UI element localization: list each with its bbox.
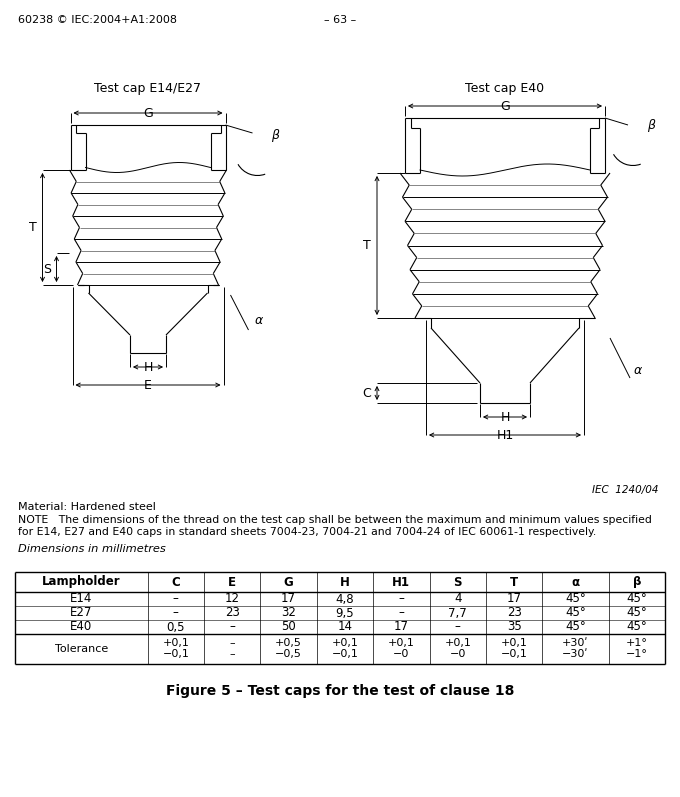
Text: +0,5: +0,5 <box>275 638 302 648</box>
Text: –: – <box>398 607 405 619</box>
Text: −0,5: −0,5 <box>275 649 302 659</box>
Text: β: β <box>632 575 641 588</box>
Text: Material: Hardened steel: Material: Hardened steel <box>18 502 156 512</box>
Text: 9,5: 9,5 <box>336 607 354 619</box>
Text: –: – <box>229 638 235 648</box>
Text: –: – <box>173 592 179 606</box>
Text: E14: E14 <box>70 592 92 606</box>
Text: –: – <box>455 621 460 634</box>
Text: H1: H1 <box>496 429 513 442</box>
Text: G: G <box>143 107 153 120</box>
Text: 0,5: 0,5 <box>167 621 185 634</box>
Text: H: H <box>500 410 510 423</box>
Text: β: β <box>647 119 655 132</box>
Text: −30ʹ: −30ʹ <box>562 649 589 659</box>
Text: –: – <box>229 649 235 659</box>
Text: Lampholder: Lampholder <box>42 575 120 588</box>
Text: C: C <box>362 387 371 399</box>
Text: −0: −0 <box>393 649 409 659</box>
Text: 35: 35 <box>507 621 522 634</box>
Text: 4,8: 4,8 <box>336 592 354 606</box>
Text: 7,7: 7,7 <box>448 607 467 619</box>
Text: β: β <box>271 128 279 142</box>
Text: 23: 23 <box>225 607 239 619</box>
Text: 45°: 45° <box>565 607 586 619</box>
Text: +30ʹ: +30ʹ <box>562 638 589 648</box>
Text: 45°: 45° <box>565 592 586 606</box>
Text: C: C <box>171 575 180 588</box>
Text: –: – <box>173 607 179 619</box>
Text: NOTE   The dimensions of the thread on the test cap shall be between the maximum: NOTE The dimensions of the thread on the… <box>18 515 652 525</box>
Text: −0,1: −0,1 <box>332 649 358 659</box>
Text: 23: 23 <box>507 607 522 619</box>
Text: for E14, E27 and E40 caps in standard sheets 7004-23, 7004-21 and 7004-24 of IEC: for E14, E27 and E40 caps in standard sh… <box>18 527 596 537</box>
Text: E: E <box>228 575 236 588</box>
Text: E: E <box>144 379 152 391</box>
Text: +1°: +1° <box>626 638 648 648</box>
Text: H: H <box>340 575 350 588</box>
Text: Figure 5 – Test caps for the test of clause 18: Figure 5 – Test caps for the test of cla… <box>166 684 514 698</box>
Text: +0,1: +0,1 <box>444 638 471 648</box>
Text: H: H <box>143 360 153 374</box>
Text: –: – <box>229 621 235 634</box>
Text: S: S <box>454 575 462 588</box>
Text: +0,1: +0,1 <box>163 638 189 648</box>
Text: 4: 4 <box>454 592 462 606</box>
Text: 60238 © IEC:2004+A1:2008: 60238 © IEC:2004+A1:2008 <box>18 15 177 25</box>
Text: α: α <box>634 363 642 376</box>
Text: 14: 14 <box>337 621 352 634</box>
Text: 32: 32 <box>281 607 296 619</box>
Text: G: G <box>284 575 294 588</box>
Text: Test cap E14/E27: Test cap E14/E27 <box>95 81 201 95</box>
Text: –: – <box>398 592 405 606</box>
Text: 12: 12 <box>224 592 240 606</box>
Text: 45°: 45° <box>626 621 647 634</box>
Text: 45°: 45° <box>565 621 586 634</box>
Text: +0,1: +0,1 <box>332 638 358 648</box>
Text: Test cap E40: Test cap E40 <box>465 81 545 95</box>
Text: IEC  1240/04: IEC 1240/04 <box>592 485 658 495</box>
Text: α: α <box>571 575 579 588</box>
Text: T: T <box>363 239 371 252</box>
Text: −0,1: −0,1 <box>500 649 528 659</box>
Text: G: G <box>500 100 510 112</box>
Text: – 63 –: – 63 – <box>324 15 356 25</box>
Text: 17: 17 <box>507 592 522 606</box>
Text: T: T <box>510 575 518 588</box>
Text: S: S <box>44 262 52 276</box>
Text: 17: 17 <box>281 592 296 606</box>
Text: 45°: 45° <box>626 607 647 619</box>
Text: +0,1: +0,1 <box>500 638 528 648</box>
Text: E40: E40 <box>70 621 92 634</box>
Text: E27: E27 <box>70 607 92 619</box>
Text: −0: −0 <box>449 649 466 659</box>
Text: +0,1: +0,1 <box>388 638 415 648</box>
Text: 17: 17 <box>394 621 409 634</box>
Text: T: T <box>29 221 36 234</box>
Text: 45°: 45° <box>626 592 647 606</box>
Text: H1: H1 <box>392 575 410 588</box>
Text: −1°: −1° <box>626 649 648 659</box>
Text: Dimensions in millimetres: Dimensions in millimetres <box>18 544 166 554</box>
Text: Tolerance: Tolerance <box>54 644 108 654</box>
Text: −0,1: −0,1 <box>163 649 189 659</box>
Text: α: α <box>254 313 262 327</box>
Text: 50: 50 <box>282 621 296 634</box>
